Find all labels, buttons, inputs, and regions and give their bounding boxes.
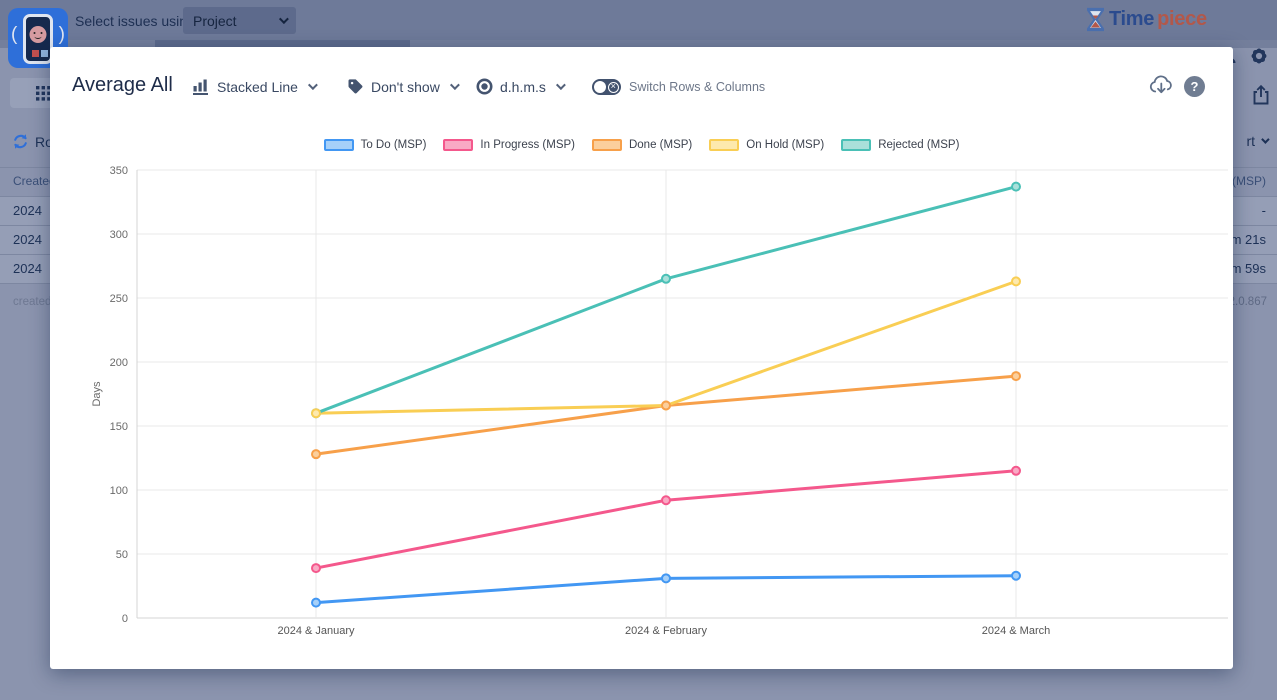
switch-rows-columns-toggle[interactable]: Switch Rows & Columns [592, 79, 765, 95]
brand-piece-text: piece [1157, 8, 1207, 30]
svg-text:150: 150 [110, 421, 128, 433]
legend-item-todo[interactable]: To Do (MSP) [323, 139, 427, 151]
modal-header: Average All Stacked Line Don't show [50, 47, 1233, 131]
svg-text:100: 100 [110, 485, 128, 497]
table-header-created: Created [13, 174, 56, 188]
svg-text:350: 350 [110, 165, 128, 177]
project-dropdown-value: Project [193, 12, 237, 29]
top-navigation-bar: Select issues using Project Time piece [0, 0, 1277, 40]
secondary-filter-strip [0, 40, 1277, 48]
chart-legend: To Do (MSP) In Progress (MSP) Done (MSP)… [50, 139, 1233, 151]
rows-control-partial[interactable]: Ro [12, 133, 53, 150]
row-year: 2024 [13, 232, 42, 247]
export-label: rt [1246, 133, 1255, 149]
svg-text:250: 250 [110, 293, 128, 305]
data-labels-dropdown[interactable]: Don't show [347, 78, 460, 95]
project-dropdown[interactable]: Project [183, 7, 296, 34]
legend-swatch [591, 139, 622, 151]
signal-right-decoration: ) [58, 24, 65, 45]
svg-text:0: 0 [122, 613, 128, 625]
secondary-dropdown-partial [155, 40, 410, 48]
bar-chart-icon [193, 79, 208, 95]
brand-time-text: Time [1109, 8, 1155, 30]
modal-title: Average All [72, 74, 173, 96]
gear-icon[interactable] [1248, 45, 1270, 67]
chart-type-dropdown[interactable]: Stacked Line [192, 78, 318, 95]
hourglass-icon [1086, 7, 1105, 32]
time-format-dropdown[interactable]: d.h.m.s [476, 78, 566, 95]
legend-swatch [709, 139, 740, 151]
legend-item-rejected[interactable]: Rejected (MSP) [841, 139, 959, 151]
row-year: 2024 [13, 261, 42, 276]
chart-type-value: Stacked Line [217, 78, 298, 95]
modal-action-icons: ? [1148, 74, 1205, 98]
blue-square-decoration [41, 50, 48, 57]
chevron-down-icon [449, 80, 460, 91]
legend-label: Rejected (MSP) [878, 139, 960, 151]
svg-text:Days: Days [91, 381, 103, 407]
chevron-down-icon [307, 80, 318, 91]
toggle-x-icon [608, 81, 619, 93]
legend-swatch [323, 139, 354, 151]
chevron-down-icon [278, 14, 289, 25]
target-eye-icon [476, 78, 493, 95]
toggle-label: Switch Rows & Columns [629, 80, 766, 94]
cloud-download-icon[interactable] [1148, 74, 1175, 98]
rows-label: Ro [35, 133, 53, 150]
legend-item-onhold[interactable]: On Hold (MSP) [709, 139, 824, 151]
export-control-partial[interactable]: rt [1246, 133, 1270, 149]
legend-item-inprogress[interactable]: In Progress (MSP) [443, 139, 575, 151]
svg-text:200: 200 [110, 357, 128, 369]
svg-text:2024 & January: 2024 & January [277, 625, 355, 637]
chevron-down-icon [1261, 135, 1270, 144]
legend-swatch [443, 139, 474, 151]
row-value: - [1261, 203, 1266, 218]
legend-swatch [841, 139, 872, 151]
robot-face [29, 26, 47, 43]
legend-label: To Do (MSP) [360, 139, 427, 151]
table-row: 2024 - [0, 196, 1277, 225]
line-chart: 0 50 100 150 200 250 300 350 2024 & January 2024 … [91, 165, 1228, 637]
row-year: 2024 [13, 203, 42, 218]
svg-text:2024 & March: 2024 & March [982, 625, 1050, 637]
data-labels-value: Don't show [371, 78, 440, 95]
svg-text:2024 & February: 2024 & February [625, 625, 707, 637]
toggle-off-pill[interactable] [592, 79, 621, 95]
select-issues-label: Select issues using [75, 13, 195, 29]
signal-left-decoration: ( [11, 24, 18, 45]
svg-text:300: 300 [110, 229, 128, 241]
red-square-decoration [32, 50, 39, 57]
legend-label: On Hold (MSP) [746, 139, 825, 151]
phone-illustration [23, 14, 53, 64]
legend-label: In Progress (MSP) [480, 139, 575, 151]
legend-item-done[interactable]: Done (MSP) [591, 139, 693, 151]
chevron-down-icon [555, 80, 566, 91]
refresh-icon [14, 134, 27, 149]
filter-footer-partial: created > [13, 296, 62, 308]
chart-modal: Average All Stacked Line Don't show [50, 47, 1233, 669]
svg-text:50: 50 [116, 549, 128, 561]
time-format-value: d.h.m.s [500, 78, 546, 95]
tag-icon [348, 79, 363, 94]
share-export-icon[interactable] [1251, 84, 1271, 106]
app-grid-icon [36, 86, 51, 101]
legend-label: Done (MSP) [628, 139, 693, 151]
help-icon[interactable]: ? [1184, 75, 1205, 97]
table-header-msp: (MSP) [1232, 174, 1266, 188]
toggle-knob [594, 81, 606, 93]
timepiece-logo: Time piece [1085, 7, 1207, 32]
